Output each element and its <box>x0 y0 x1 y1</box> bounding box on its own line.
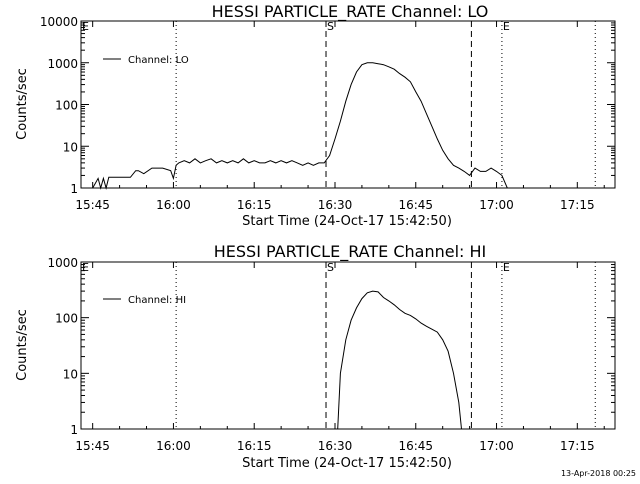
event-marker-label: S <box>327 20 334 33</box>
legend-label: Channel: HI <box>128 295 186 306</box>
event-marker-label: S <box>327 261 334 274</box>
y-tick-label: 100 <box>55 312 78 326</box>
axis-ticks: 15:45 16:00 16:15 16:30 16:45 17:00 17:15 1 10 10… <box>40 15 615 212</box>
x-tick-label: 17:00 <box>479 439 514 453</box>
x-tick-label: 17:15 <box>560 439 595 453</box>
chart-panel-lo: HESSI PARTICLE_RATE Channel: LO Start Ti… <box>15 2 616 229</box>
series-line <box>337 290 462 430</box>
y-tick-label: 10 <box>63 367 78 381</box>
y-tick-label: 10 <box>63 140 78 154</box>
y-tick-label: 1000 <box>47 57 78 71</box>
x-tick-label: 16:45 <box>398 198 433 212</box>
event-marker-label: E <box>82 20 89 33</box>
data-series <box>92 62 535 190</box>
axis-ticks: 15:45 16:00 16:15 16:30 16:45 17:00 17:15 1 10 10… <box>47 256 615 453</box>
y-axis-label: Counts/sec <box>15 68 30 140</box>
y-tick-label: 100 <box>55 99 78 113</box>
footer-timestamp: 13-Apr-2018 00:25 <box>561 469 636 478</box>
chart-panel-hi: HESSI PARTICLE_RATE Channel: HI Start Ti… <box>15 242 616 471</box>
series-line <box>92 62 535 190</box>
plot-frame <box>80 20 616 189</box>
y-tick-label: 1000 <box>47 256 78 270</box>
data-series <box>337 290 462 430</box>
y-tick-label: 1 <box>70 423 78 437</box>
x-tick-label: 16:00 <box>156 198 191 212</box>
x-axis-label: Start Time (24-Oct-17 15:42:50) <box>242 214 452 229</box>
event-marker-label: E <box>503 20 510 33</box>
x-tick-label: 16:00 <box>156 439 191 453</box>
event-marker-label: E <box>82 261 89 274</box>
x-tick-label: 15:45 <box>75 198 110 212</box>
y-tick-label: 1 <box>70 182 78 196</box>
x-tick-label: 17:00 <box>479 198 514 212</box>
x-axis-label: Start Time (24-Oct-17 15:42:50) <box>242 456 452 471</box>
y-tick-label: 10000 <box>40 15 78 29</box>
x-tick-label: 16:30 <box>318 439 353 453</box>
legend-label: Channel: LO <box>128 55 189 66</box>
x-tick-label: 15:45 <box>75 439 110 453</box>
chart-title: HESSI PARTICLE_RATE Channel: HI <box>214 242 487 262</box>
x-tick-label: 16:15 <box>237 198 272 212</box>
chart-title: HESSI PARTICLE_RATE Channel: LO <box>212 2 489 22</box>
x-tick-label: 16:15 <box>237 439 272 453</box>
x-tick-label: 16:45 <box>398 439 433 453</box>
event-marker-label: E <box>503 261 510 274</box>
plot-frame <box>80 261 616 430</box>
x-tick-label: 17:15 <box>560 198 595 212</box>
y-axis-label: Counts/sec <box>15 309 30 381</box>
x-tick-label: 16:30 <box>318 198 353 212</box>
